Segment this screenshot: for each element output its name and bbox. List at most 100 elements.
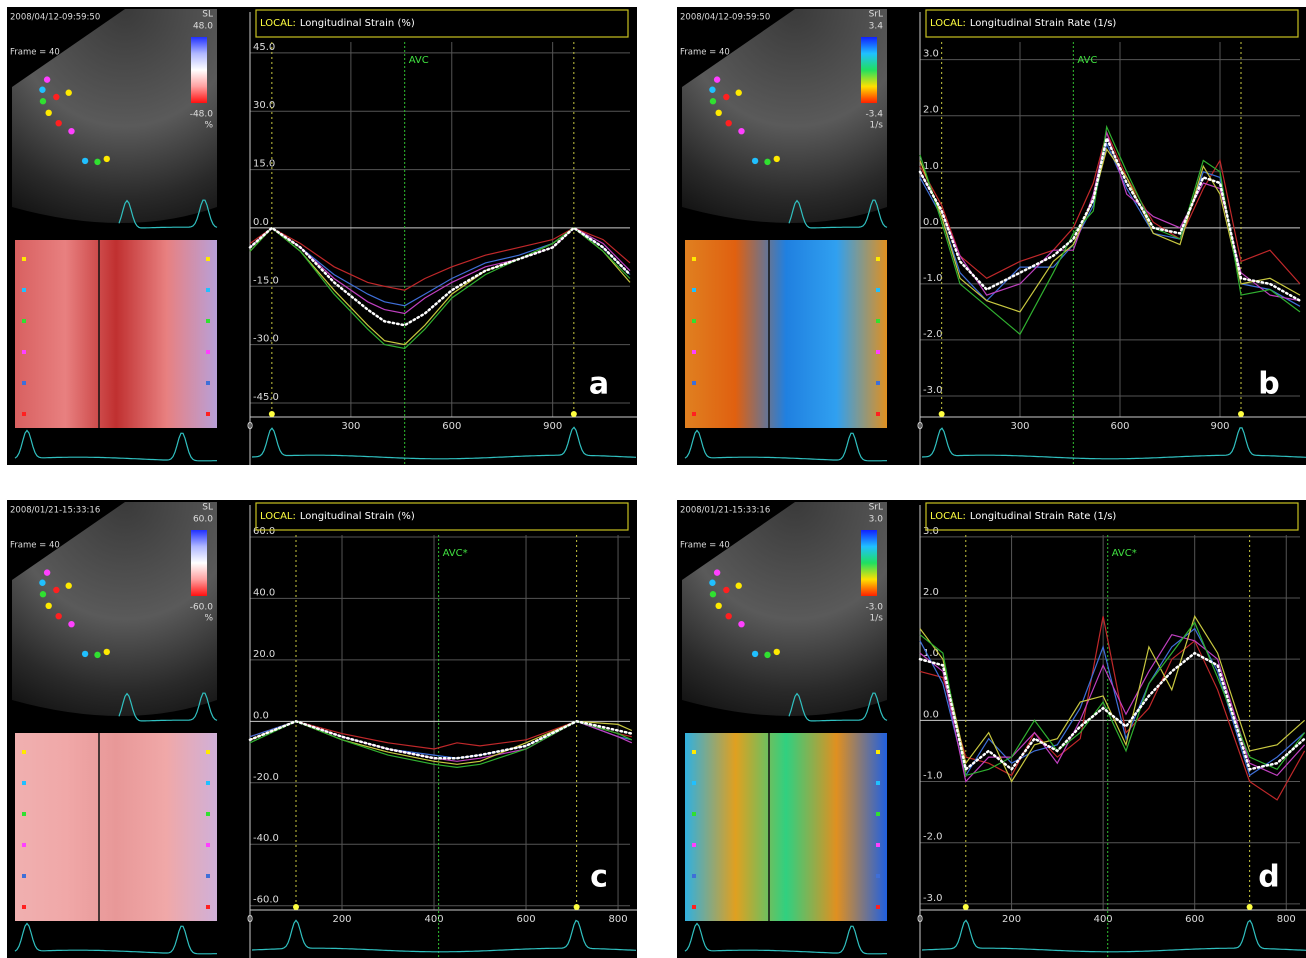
x-tick-label: 400 — [424, 914, 443, 925]
segment-dot — [876, 750, 880, 754]
segment-dot — [876, 812, 880, 816]
segment-dot — [206, 350, 210, 354]
segment-dot — [22, 319, 26, 323]
tracking-dot — [723, 587, 729, 593]
segment-dot — [876, 319, 880, 323]
frame-label: Frame = 40 — [10, 48, 60, 58]
tracking-dot — [66, 583, 72, 589]
title-text: Longitudinal Strain Rate (1/s) — [970, 18, 1117, 29]
segment-dot — [876, 781, 880, 785]
y-tick-label: -1.0 — [923, 273, 943, 284]
colorbar-unit: 1/s — [870, 121, 884, 131]
segment-dot — [22, 843, 26, 847]
x-tick-label: 600 — [442, 421, 461, 432]
segment-dot — [22, 350, 26, 354]
segment-dot — [206, 812, 210, 816]
colorbar-unit: % — [204, 121, 213, 131]
title-text: Longitudinal Strain (%) — [300, 511, 415, 522]
tracking-dot — [764, 652, 770, 658]
segment-dot — [692, 412, 696, 416]
tracking-dot — [715, 110, 721, 116]
tracking-dot — [66, 90, 72, 96]
segment-dot — [692, 257, 696, 261]
segment-dot — [206, 412, 210, 416]
tracking-dot — [39, 87, 45, 93]
y-tick-label: 2.0 — [923, 587, 939, 598]
tracking-dot — [53, 94, 59, 100]
tracking-dot — [723, 94, 729, 100]
avc-label: AVC* — [443, 548, 468, 559]
tracking-dot — [53, 587, 59, 593]
segment-dot — [22, 812, 26, 816]
tracking-dot — [714, 569, 720, 575]
tracking-dot — [40, 98, 46, 104]
chart-title: LOCAL:Longitudinal Strain (%) — [260, 511, 415, 522]
tracking-dot — [709, 87, 715, 93]
segment-dot — [206, 843, 210, 847]
y-tick-label: 0.0 — [923, 709, 939, 720]
tracking-dot — [55, 120, 61, 126]
panel-label: d — [1258, 860, 1279, 895]
colorbar-max: 3.4 — [869, 22, 884, 32]
x-tick-label: 300 — [341, 421, 360, 432]
y-tick-label: -30.0 — [253, 334, 279, 345]
colorbar-unit: 1/s — [870, 614, 884, 624]
mmode-image — [15, 240, 217, 428]
title-text: Longitudinal Strain Rate (1/s) — [970, 511, 1117, 522]
x-tick-label: 200 — [332, 914, 351, 925]
segment-dot — [692, 781, 696, 785]
segment-dot — [206, 905, 210, 909]
x-tick-label: 800 — [608, 914, 627, 925]
tracking-dot — [715, 603, 721, 609]
figure: 2008/04/12-09:59:50Frame = 40SL48.0-48.0… — [0, 0, 1306, 958]
segment-dot — [692, 812, 696, 816]
colorbar-title: SL — [202, 10, 213, 20]
title-prefix: LOCAL: — [930, 18, 966, 29]
y-tick-label: -45.0 — [253, 392, 279, 403]
tracking-dot — [710, 591, 716, 597]
tracking-dot — [738, 621, 744, 627]
colorbar — [861, 37, 877, 103]
segment-dot — [206, 319, 210, 323]
x-tick-label: 900 — [1210, 421, 1229, 432]
segment-dot — [876, 381, 880, 385]
tracking-dot — [736, 90, 742, 96]
tracking-dot — [104, 649, 110, 655]
frame-label: Frame = 40 — [680, 48, 730, 58]
y-tick-label: -20.0 — [253, 772, 279, 783]
tracking-dot — [40, 591, 46, 597]
colorbar-title: SL — [202, 503, 213, 513]
tracking-dot — [710, 98, 716, 104]
y-tick-label: 20.0 — [253, 649, 275, 660]
y-tick-label: 0.0 — [253, 217, 269, 228]
y-tick-label: -2.0 — [923, 329, 943, 340]
tracking-dot — [714, 76, 720, 82]
colorbar-min: -3.0 — [865, 603, 883, 613]
segment-dot — [22, 412, 26, 416]
segment-dot — [22, 381, 26, 385]
colorbar-min: -60.0 — [190, 603, 214, 613]
mmode-image — [15, 733, 217, 921]
segment-dot — [22, 905, 26, 909]
y-tick-label: -60.0 — [253, 895, 279, 906]
event-dot — [1238, 411, 1244, 417]
event-dot — [571, 411, 577, 417]
panel-label: b — [1258, 367, 1279, 402]
x-tick-label: 600 — [1110, 421, 1129, 432]
tracking-dot — [752, 158, 758, 164]
segment-dot — [206, 874, 210, 878]
y-tick-label: -40.0 — [253, 833, 279, 844]
tracking-dot — [45, 110, 51, 116]
avc-label: AVC — [409, 55, 429, 66]
y-tick-label: 2.0 — [923, 105, 939, 116]
tracking-dot — [68, 128, 74, 134]
colorbar-max: 60.0 — [193, 515, 213, 525]
y-tick-label: 3.0 — [923, 526, 939, 537]
segment-dot — [206, 381, 210, 385]
frame-label: Frame = 40 — [680, 541, 730, 551]
tracking-dot — [55, 613, 61, 619]
y-tick-label: 30.0 — [253, 100, 275, 111]
tracking-dot — [774, 156, 780, 162]
segment-dot — [206, 257, 210, 261]
